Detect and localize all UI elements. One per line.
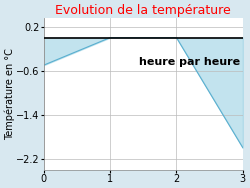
Title: Evolution de la température: Evolution de la température [56, 4, 231, 17]
Text: heure par heure: heure par heure [139, 57, 240, 67]
Y-axis label: Température en °C: Température en °C [4, 48, 15, 140]
